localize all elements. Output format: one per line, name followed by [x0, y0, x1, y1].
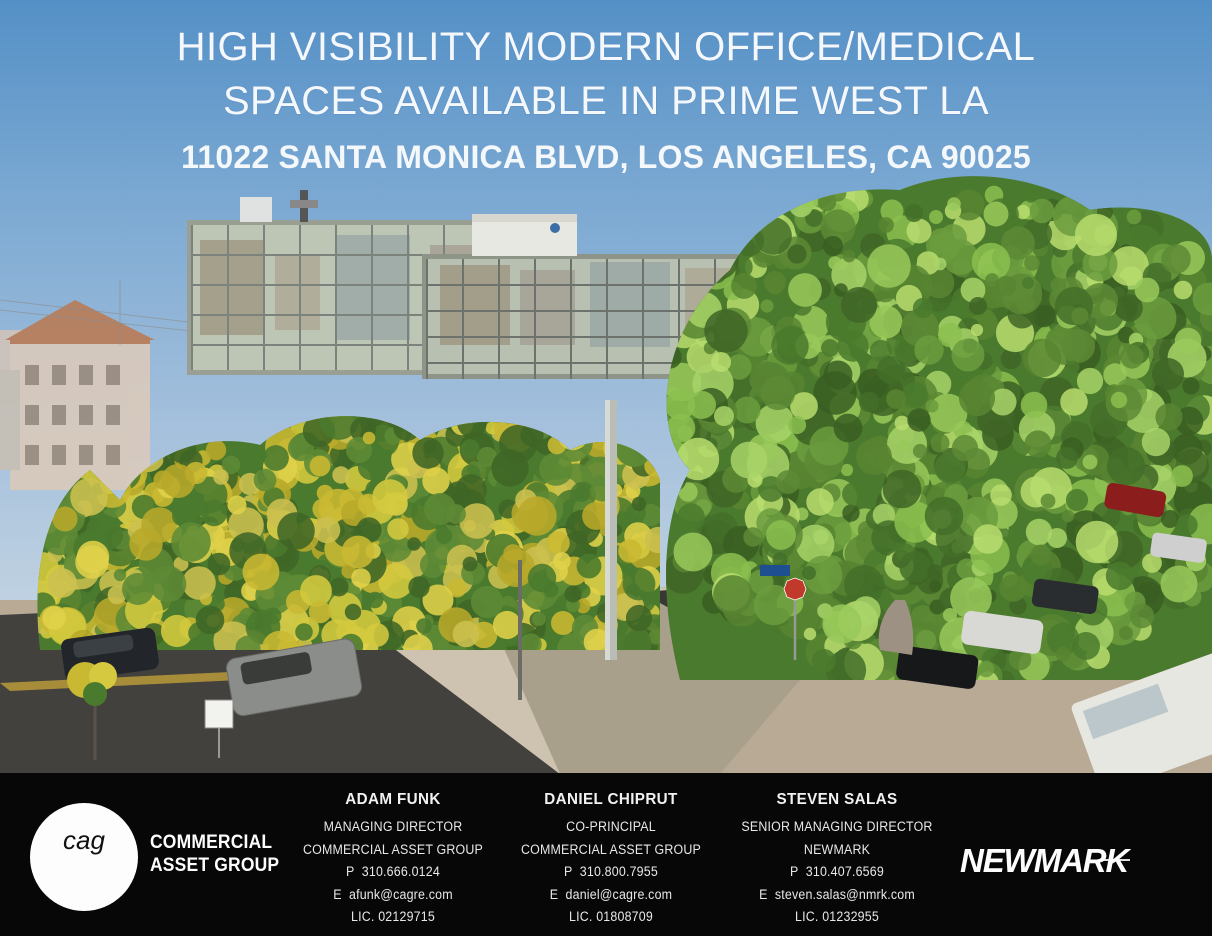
- svg-text:11022 SANTA MONICA BLVD, LOS A: 11022 SANTA MONICA BLVD, LOS ANGELES, CA…: [181, 139, 1031, 175]
- svg-text:SPACES AVAILABLE IN PRIME WEST: SPACES AVAILABLE IN PRIME WEST LA: [223, 79, 989, 123]
- svg-text:HIGH VISIBILITY MODERN OFFICE/: HIGH VISIBILITY MODERN OFFICE/MEDICAL: [177, 25, 1036, 69]
